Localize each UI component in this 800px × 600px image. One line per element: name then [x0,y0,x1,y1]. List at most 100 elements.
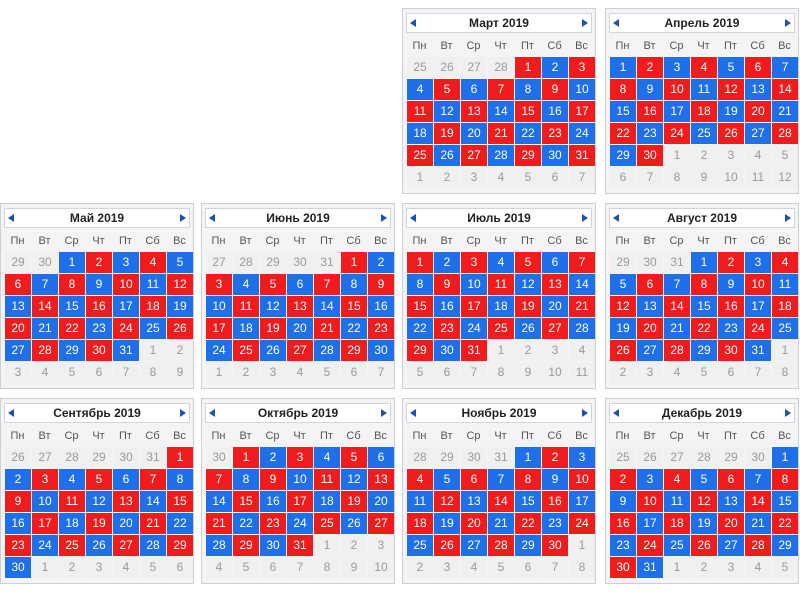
day-cell[interactable]: 22 [610,123,636,144]
day-cell[interactable]: 25 [691,123,717,144]
day-cell[interactable]: 19 [691,513,717,534]
day-cell[interactable]: 9 [718,274,744,295]
day-cell[interactable]: 15 [341,296,367,317]
outside-day-cell[interactable]: 6 [341,362,367,383]
day-cell[interactable]: 11 [664,491,690,512]
outside-day-cell[interactable]: 6 [167,557,193,578]
day-cell[interactable]: 3 [206,274,232,295]
outside-day-cell[interactable]: 27 [32,447,58,468]
day-cell[interactable]: 6 [745,57,771,78]
day-cell[interactable]: 4 [488,252,514,273]
day-cell[interactable]: 3 [113,252,139,273]
day-cell[interactable]: 14 [745,491,771,512]
day-cell[interactable]: 14 [314,296,340,317]
day-cell[interactable]: 11 [691,79,717,100]
day-cell[interactable]: 1 [407,252,433,273]
outside-day-cell[interactable]: 2 [610,362,636,383]
day-cell[interactable]: 28 [772,123,798,144]
day-cell[interactable]: 19 [610,318,636,339]
outside-day-cell[interactable]: 7 [542,557,568,578]
day-cell[interactable]: 24 [113,318,139,339]
next-month-arrow-icon[interactable] [180,214,186,222]
day-cell[interactable]: 21 [745,513,771,534]
day-cell[interactable]: 4 [664,469,690,490]
day-cell[interactable]: 16 [542,491,568,512]
day-cell[interactable]: 7 [569,252,595,273]
day-cell[interactable]: 15 [691,296,717,317]
day-cell[interactable]: 24 [287,513,313,534]
outside-day-cell[interactable]: 27 [206,252,232,273]
day-cell[interactable]: 7 [745,469,771,490]
next-month-arrow-icon[interactable] [785,19,791,27]
day-cell[interactable]: 6 [461,79,487,100]
outside-day-cell[interactable]: 9 [341,557,367,578]
day-cell[interactable]: 13 [461,101,487,122]
day-cell[interactable]: 25 [664,535,690,556]
day-cell[interactable]: 8 [167,469,193,490]
outside-day-cell[interactable]: 5 [515,167,541,188]
day-cell[interactable]: 16 [637,101,663,122]
day-cell[interactable]: 30 [5,557,31,578]
day-cell[interactable]: 21 [488,513,514,534]
day-cell[interactable]: 23 [5,535,31,556]
outside-day-cell[interactable]: 5 [233,557,259,578]
day-cell[interactable]: 10 [569,79,595,100]
day-cell[interactable]: 28 [206,535,232,556]
day-cell[interactable]: 8 [515,79,541,100]
day-cell[interactable]: 9 [610,491,636,512]
day-cell[interactable]: 19 [434,513,460,534]
day-cell[interactable]: 5 [341,447,367,468]
day-cell[interactable]: 12 [718,79,744,100]
outside-day-cell[interactable]: 1 [32,557,58,578]
day-cell[interactable]: 29 [515,535,541,556]
day-cell[interactable]: 27 [368,513,394,534]
day-cell[interactable]: 31 [637,557,663,578]
outside-day-cell[interactable]: 26 [637,447,663,468]
outside-day-cell[interactable]: 7 [368,362,394,383]
day-cell[interactable]: 17 [32,513,58,534]
outside-day-cell[interactable]: 8 [569,557,595,578]
day-cell[interactable]: 23 [434,318,460,339]
outside-day-cell[interactable]: 28 [233,252,259,273]
outside-day-cell[interactable]: 10 [542,362,568,383]
day-cell[interactable]: 25 [140,318,166,339]
day-cell[interactable]: 30 [718,340,744,361]
outside-day-cell[interactable]: 8 [488,362,514,383]
next-month-arrow-icon[interactable] [785,409,791,417]
outside-day-cell[interactable]: 29 [86,447,112,468]
day-cell[interactable]: 3 [287,447,313,468]
outside-day-cell[interactable]: 3 [542,340,568,361]
day-cell[interactable]: 28 [140,535,166,556]
day-cell[interactable]: 26 [610,340,636,361]
day-cell[interactable]: 17 [206,318,232,339]
day-cell[interactable]: 29 [772,535,798,556]
day-cell[interactable]: 25 [407,145,433,166]
outside-day-cell[interactable]: 26 [434,57,460,78]
day-cell[interactable]: 3 [569,57,595,78]
day-cell[interactable]: 5 [515,252,541,273]
day-cell[interactable]: 21 [772,101,798,122]
outside-day-cell[interactable]: 4 [461,557,487,578]
outside-day-cell[interactable]: 6 [260,557,286,578]
day-cell[interactable]: 31 [569,145,595,166]
day-cell[interactable]: 14 [569,274,595,295]
outside-day-cell[interactable]: 7 [569,167,595,188]
day-cell[interactable]: 19 [434,123,460,144]
day-cell[interactable]: 26 [167,318,193,339]
day-cell[interactable]: 13 [637,296,663,317]
outside-day-cell[interactable]: 27 [664,447,690,468]
outside-day-cell[interactable]: 6 [610,167,636,188]
outside-day-cell[interactable]: 28 [407,447,433,468]
day-cell[interactable]: 23 [542,513,568,534]
day-cell[interactable]: 5 [86,469,112,490]
day-cell[interactable]: 20 [637,318,663,339]
day-cell[interactable]: 28 [664,340,690,361]
day-cell[interactable]: 8 [233,469,259,490]
day-cell[interactable]: 28 [32,340,58,361]
day-cell[interactable]: 3 [637,469,663,490]
next-month-arrow-icon[interactable] [785,214,791,222]
day-cell[interactable]: 6 [113,469,139,490]
day-cell[interactable]: 2 [542,57,568,78]
day-cell[interactable]: 9 [368,274,394,295]
day-cell[interactable]: 17 [569,491,595,512]
